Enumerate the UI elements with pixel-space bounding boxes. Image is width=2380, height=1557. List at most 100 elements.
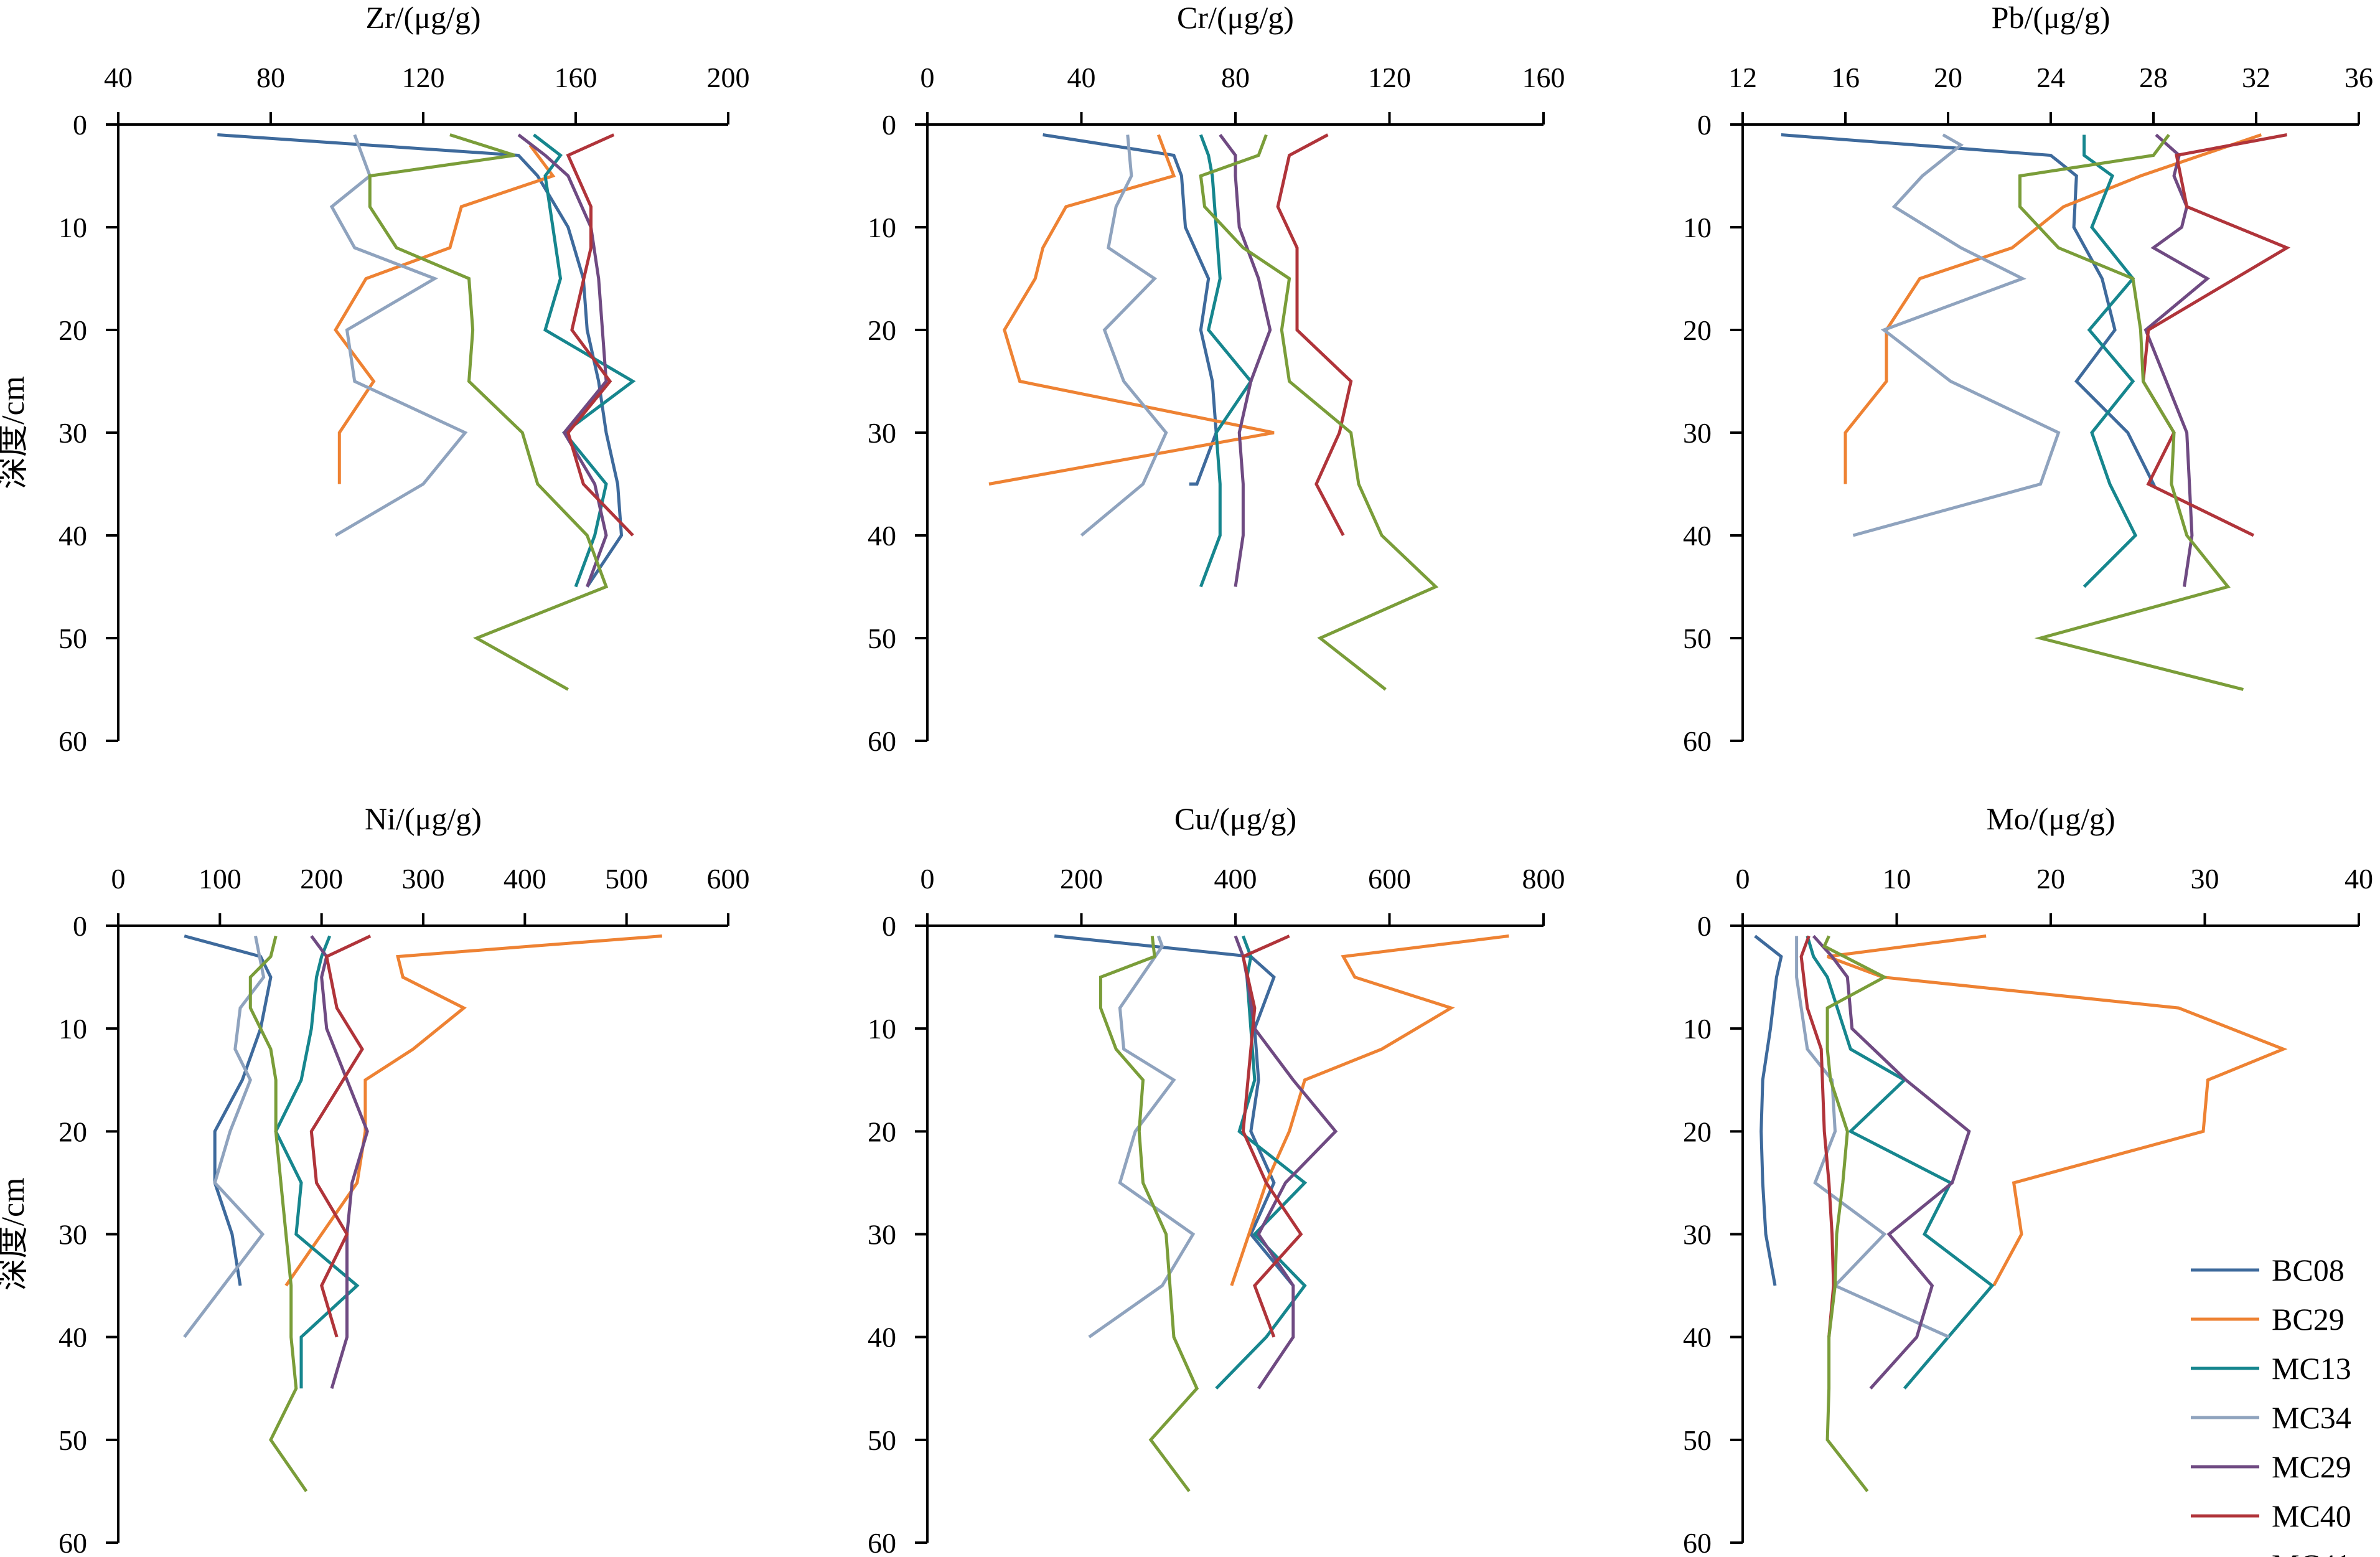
panel-title: Mo/(μg/g) — [1986, 801, 2115, 836]
legend-label: BC08 — [2272, 1253, 2345, 1287]
series-line-mc34 — [1852, 133, 2061, 537]
y-tick-label: 50 — [59, 623, 87, 654]
y-tick-label: 10 — [1683, 1013, 1712, 1045]
y-tick-label: 0 — [1697, 910, 1712, 942]
series-line-mc41 — [368, 133, 609, 691]
series-line-mc40 — [1241, 934, 1303, 1338]
y-tick-label: 0 — [1697, 109, 1712, 141]
x-tick-label: 200 — [1060, 863, 1103, 895]
panel-title: Cu/(μg/g) — [1174, 801, 1296, 836]
x-tick-label: 32 — [2242, 62, 2270, 93]
series-line-mc29 — [2143, 133, 2210, 587]
series-line-bc29 — [284, 934, 662, 1287]
series-line-mc41 — [1822, 935, 1888, 1492]
legend-label: MC13 — [2272, 1351, 2351, 1386]
series-line-bc29 — [1230, 934, 1509, 1286]
series-line-bc29 — [1844, 133, 2262, 484]
y-tick-label: 40 — [1683, 520, 1712, 552]
x-tick-label: 20 — [2036, 863, 2065, 895]
y-tick-label: 50 — [868, 1424, 896, 1456]
panel-title: Cr/(μg/g) — [1177, 0, 1294, 35]
y-axis-label: 深度/cm — [0, 1178, 31, 1291]
series-line-mc29 — [1219, 134, 1272, 587]
legend-label: MC34 — [2272, 1400, 2351, 1435]
series-line-bc08 — [217, 133, 624, 588]
series-line-mc34 — [1080, 134, 1168, 537]
y-tick-label: 20 — [59, 1116, 87, 1147]
y-tick-label: 10 — [59, 212, 87, 243]
y-tick-label: 0 — [73, 910, 87, 942]
y-tick-label: 20 — [868, 1116, 896, 1147]
series-line-mc13 — [274, 935, 360, 1389]
x-tick-label: 40 — [1067, 62, 1096, 93]
panel-title: Zr/(μg/g) — [365, 0, 480, 35]
x-tick-label: 0 — [921, 62, 935, 93]
y-tick-label: 60 — [1683, 725, 1712, 757]
y-axis-label: 深度/cm — [0, 376, 31, 489]
x-tick-label: 500 — [605, 863, 648, 895]
series-line-mc34 — [1088, 935, 1196, 1338]
y-tick-label: 40 — [59, 1322, 87, 1353]
series-line-mc34 — [183, 936, 266, 1338]
x-tick-label: 100 — [199, 863, 241, 895]
series-line-bc08 — [184, 934, 273, 1286]
x-tick-label: 0 — [921, 863, 935, 895]
series-line-mc29 — [1812, 934, 1971, 1390]
x-tick-label: 12 — [1728, 62, 1757, 93]
series-line-mc41 — [248, 935, 308, 1492]
panel-5: Cu/(μg/g) 0 200 400 600 800 0 10 20 30 40 50 60 — [868, 801, 1565, 1557]
y-tick-label: 50 — [1683, 623, 1712, 654]
y-tick-label: 50 — [1683, 1424, 1712, 1456]
y-tick-label: 40 — [868, 1322, 896, 1353]
panel-2: Cr/(μg/g) 0 40 80 120 160 0 10 20 30 40 50 60 — [868, 0, 1565, 757]
y-tick-label: 0 — [882, 910, 896, 942]
series-line-mc34 — [1795, 936, 1950, 1338]
x-tick-label: 0 — [111, 863, 126, 895]
series-line-mc13 — [1215, 935, 1308, 1390]
x-tick-label: 800 — [1522, 863, 1565, 895]
x-tick-label: 36 — [2345, 62, 2373, 93]
series-line-mc13 — [533, 133, 636, 588]
x-tick-label: 0 — [1736, 863, 1750, 895]
x-tick-label: 400 — [504, 863, 546, 895]
y-tick-label: 10 — [59, 1013, 87, 1045]
panel-1: Zr/(μg/g) 40 80 120 160 200 0 10 20 30 40 50 60 深度/cm — [0, 0, 750, 757]
series-line-mc13 — [1199, 134, 1253, 588]
series-line-mc29 — [1234, 935, 1338, 1390]
y-tick-label: 50 — [59, 1424, 87, 1456]
series-line-mc13 — [1806, 935, 1995, 1390]
x-tick-label: 28 — [2139, 62, 2168, 93]
y-tick-label: 20 — [59, 314, 87, 346]
series-line-mc40 — [1799, 935, 1835, 1337]
y-tick-label: 10 — [868, 212, 896, 243]
x-tick-label: 80 — [256, 62, 285, 93]
x-tick-label: 20 — [1934, 62, 1962, 93]
x-tick-label: 400 — [1214, 863, 1257, 895]
legend-label: BC29 — [2272, 1302, 2345, 1337]
series-line-mc40 — [309, 934, 372, 1338]
series-line-mc13 — [2082, 134, 2138, 588]
series-line-mc41 — [1099, 936, 1199, 1492]
y-tick-label: 20 — [1683, 314, 1712, 346]
x-tick-label: 80 — [1221, 62, 1250, 93]
x-tick-label: 200 — [300, 863, 343, 895]
x-tick-label: 16 — [1831, 62, 1860, 93]
y-tick-label: 60 — [1683, 1527, 1712, 1557]
series-line-mc34 — [329, 134, 468, 537]
x-tick-label: 600 — [1368, 863, 1411, 895]
y-tick-label: 40 — [59, 520, 87, 552]
y-tick-label: 60 — [59, 725, 87, 757]
y-tick-label: 30 — [868, 1219, 896, 1251]
x-tick-label: 120 — [402, 62, 445, 93]
series-line-mc40 — [1276, 133, 1353, 537]
y-tick-label: 60 — [59, 1527, 87, 1557]
series-line-bc29 — [988, 134, 1275, 486]
x-tick-label: 120 — [1368, 62, 1411, 93]
x-tick-label: 160 — [555, 62, 597, 93]
series-line-mc41 — [2018, 133, 2244, 691]
y-tick-label: 60 — [868, 1527, 896, 1557]
legend-label: MC40 — [2272, 1498, 2351, 1533]
y-tick-label: 30 — [1683, 1219, 1712, 1251]
x-tick-label: 24 — [2036, 62, 2065, 93]
